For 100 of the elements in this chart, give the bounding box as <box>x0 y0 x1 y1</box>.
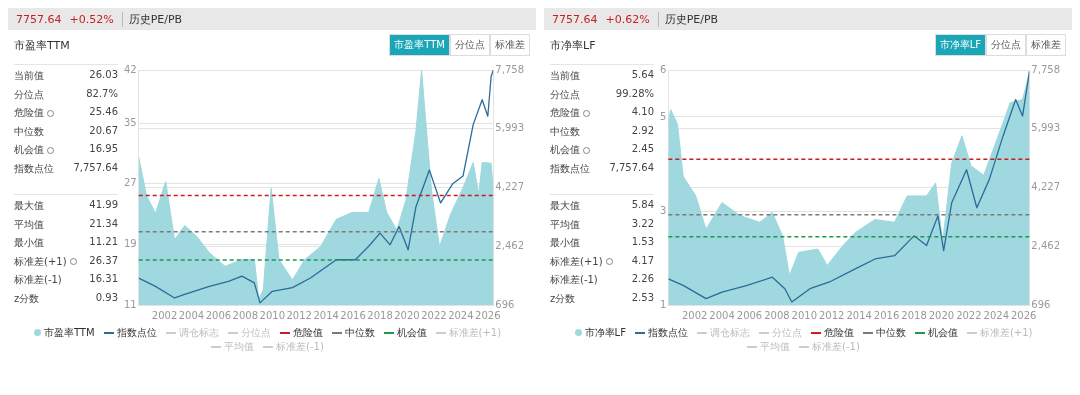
text: 25.46 <box>89 106 118 119</box>
x-tick-label: 2016 <box>340 309 366 321</box>
x-tick-label: 2014 <box>313 309 339 321</box>
y-tick-label: 35 <box>123 116 137 128</box>
text: 市净率LF <box>550 37 596 53</box>
text: 4.10 <box>631 106 654 119</box>
y-tick-label: 11 <box>123 298 137 310</box>
y-tick-label: 1 <box>659 298 667 310</box>
text: 机会值 <box>550 143 581 157</box>
legend-label: 机会值 <box>395 327 427 338</box>
y2-tick-label: 7,758 <box>1031 63 1061 75</box>
text: z分数 <box>14 291 40 306</box>
text: 7757.64 <box>16 12 62 26</box>
legend-label: 危险值 <box>822 327 854 338</box>
text: +0.62% <box>605 12 650 26</box>
text: 中位数 <box>14 124 44 139</box>
x-tick-label: 2024 <box>983 309 1009 321</box>
x-tick-label: 2008 <box>764 309 790 321</box>
x-tick-label: 2010 <box>791 309 818 321</box>
text: 最小值 <box>550 236 580 250</box>
x-tick-label: 2026 <box>1010 309 1037 321</box>
text: 标准差 <box>1026 34 1066 56</box>
text: 5.84 <box>631 199 654 212</box>
x-tick-label: 2022 <box>956 309 982 321</box>
legend-label: 指数点位 <box>115 327 157 338</box>
text: 2.53 <box>631 291 654 305</box>
x-tick-label: 2002 <box>151 309 178 321</box>
text: 分位点 <box>550 87 580 102</box>
text: 4.17 <box>631 254 654 268</box>
x-tick-label: 2006 <box>736 309 763 321</box>
text: 41.99 <box>89 199 118 212</box>
y2-tick-label: 696 <box>495 298 515 310</box>
text: 2.45 <box>631 143 654 156</box>
legend-label: 市净率LF <box>583 327 626 338</box>
text: 危险值 <box>550 106 581 120</box>
text: 21.34 <box>89 217 118 231</box>
text: 7,757.64 <box>73 161 118 175</box>
x-tick-label: 2014 <box>846 309 872 321</box>
y-tick-label: 3 <box>659 204 667 216</box>
text: 当前值 <box>550 69 580 83</box>
x-tick-label: 2022 <box>421 309 447 321</box>
x-tick-label: 2024 <box>448 309 474 321</box>
text: 标准差(+1) <box>14 254 68 269</box>
text: 指数点位 <box>14 161 54 176</box>
text: +0.52% <box>69 12 114 26</box>
text: 标准差(+1) <box>550 254 604 269</box>
text: z分数 <box>550 291 576 306</box>
text: 最大值 <box>14 199 44 213</box>
text: 16.31 <box>89 273 118 286</box>
text: 标准差(-1) <box>811 341 860 352</box>
chart-title: 历史PE/PB <box>657 11 719 27</box>
text: 指数点位 <box>550 161 590 176</box>
y2-tick-label: 696 <box>1031 298 1051 310</box>
y2-tick-label: 2,462 <box>495 239 525 251</box>
text: 标准差(-1) <box>275 341 324 352</box>
x-tick-label: 2018 <box>367 309 393 321</box>
y-tick-label: 42 <box>123 63 137 75</box>
text: 99.28% <box>615 87 654 101</box>
x-tick-label: 2018 <box>901 309 927 321</box>
text: 2.92 <box>631 124 654 138</box>
x-tick-label: 2006 <box>205 309 232 321</box>
text: 标准差(+1) <box>447 327 502 338</box>
legend-label: 中位数 <box>874 327 906 338</box>
x-tick-label: 2010 <box>259 309 286 321</box>
legend-label: 指数点位 <box>646 327 688 338</box>
text: 26.03 <box>89 69 118 82</box>
text: 1.53 <box>631 236 654 249</box>
y-tick-label: 6 <box>659 63 667 75</box>
text: 7757.64 <box>552 12 598 26</box>
y2-tick-label: 5,993 <box>1031 122 1061 134</box>
text: 标准差(-1) <box>14 273 62 287</box>
text: 26.37 <box>89 254 118 268</box>
text: 平均值 <box>550 217 580 232</box>
text: 分位点 <box>450 34 490 56</box>
text: 市盈率TTM <box>389 34 450 56</box>
text: 3.22 <box>631 217 654 231</box>
y2-tick-label: 2,462 <box>1031 239 1061 251</box>
text: 分位点 <box>986 34 1026 56</box>
x-tick-label: 2008 <box>232 309 259 321</box>
text: 危险值 <box>14 106 45 120</box>
text: 市盈率TTM <box>14 37 70 53</box>
text: 标准差(-1) <box>550 273 598 287</box>
y-tick-label: 19 <box>123 237 137 249</box>
text: 2.26 <box>631 273 654 286</box>
x-tick-label: 2012 <box>286 309 312 321</box>
text: 中位数 <box>550 124 580 139</box>
text: 5.64 <box>631 69 654 82</box>
text: 82.7% <box>86 87 118 101</box>
chart-title: 历史PE/PB <box>121 11 183 27</box>
text: 机会值 <box>14 143 45 157</box>
text: 16.95 <box>89 143 118 156</box>
x-tick-label: 2016 <box>873 309 900 321</box>
x-tick-label: 2026 <box>475 309 501 321</box>
y-tick-label: 5 <box>659 110 667 122</box>
x-tick-label: 2020 <box>928 309 955 321</box>
legend-label: 中位数 <box>343 327 375 338</box>
text: 20.67 <box>89 124 118 138</box>
text: 最大值 <box>550 199 580 213</box>
y2-tick-label: 4,227 <box>495 181 525 193</box>
legend-label: 机会值 <box>926 327 958 338</box>
